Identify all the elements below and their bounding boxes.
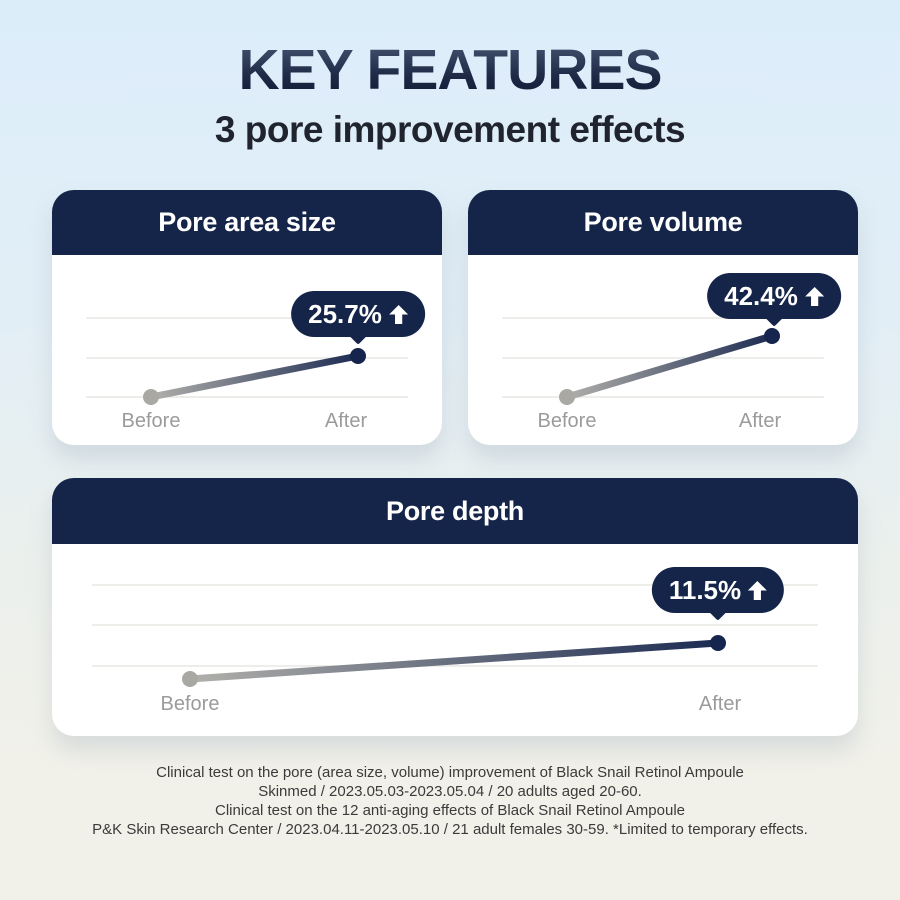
card-pore-depth: Pore depth Before After 11.5% <box>52 478 858 736</box>
before-point <box>143 389 159 405</box>
hero-header: KEY FEATURES 3 pore improvement effects <box>0 42 900 151</box>
footnote-line: P&K Skin Research Center / 2023.04.11-20… <box>92 821 808 838</box>
chart-body-pore-depth: Before After 11.5% <box>52 544 858 736</box>
trend-line <box>563 332 776 401</box>
card-title-pore-volume: Pore volume <box>468 190 858 255</box>
x-label-before: Before <box>161 693 220 715</box>
x-label-before: Before <box>122 410 181 432</box>
page-subtitle: 3 pore improvement effects <box>214 109 686 150</box>
card-title-pore-depth: Pore depth <box>52 478 858 544</box>
increase-badge: 11.5% <box>651 567 785 613</box>
chart-body-pore-area-size: Before After 25.7% <box>52 255 442 445</box>
x-label-after: After <box>325 410 368 432</box>
before-point <box>182 671 198 687</box>
after-point <box>710 635 726 651</box>
increase-badge: 42.4% <box>707 273 841 319</box>
card-pore-area-size: Pore area size Before After 25 <box>52 190 442 445</box>
footnote-line: Skinmed / 2023.05.03-2023.05.04 / 20 adu… <box>258 783 642 800</box>
x-label-before: Before <box>538 410 597 432</box>
before-point <box>559 389 575 405</box>
arrow-up-icon <box>748 580 768 600</box>
after-point <box>764 328 780 344</box>
increase-value: 11.5% <box>668 574 742 605</box>
increase-value: 42.4% <box>724 280 798 311</box>
chart-body-pore-volume: Before After 42.4% <box>468 255 858 445</box>
line-chart-pore-volume: Before After <box>502 317 824 432</box>
trend-line <box>186 639 722 683</box>
arrow-up-icon <box>388 304 408 324</box>
x-label-after: After <box>699 693 742 715</box>
increase-badge: 25.7% <box>291 291 425 337</box>
card-pore-volume: Pore volume Before After 42.4% <box>468 190 858 445</box>
x-label-after: After <box>739 410 782 432</box>
page-title: KEY FEATURES <box>0 42 900 99</box>
after-point <box>350 348 366 364</box>
footnote-line: Clinical test on the pore (area size, vo… <box>156 764 744 781</box>
arrow-up-icon <box>804 286 824 306</box>
trend-line <box>147 352 362 401</box>
line-chart-pore-depth: Before After <box>92 584 818 715</box>
footnote-line: Clinical test on the 12 anti-aging effec… <box>215 802 685 819</box>
card-title-pore-area-size: Pore area size <box>52 190 442 255</box>
clinical-footnotes: Clinical test on the pore (area size, vo… <box>0 763 900 839</box>
line-chart-pore-area-size: Before After <box>86 317 408 432</box>
increase-value: 25.7% <box>308 298 382 329</box>
